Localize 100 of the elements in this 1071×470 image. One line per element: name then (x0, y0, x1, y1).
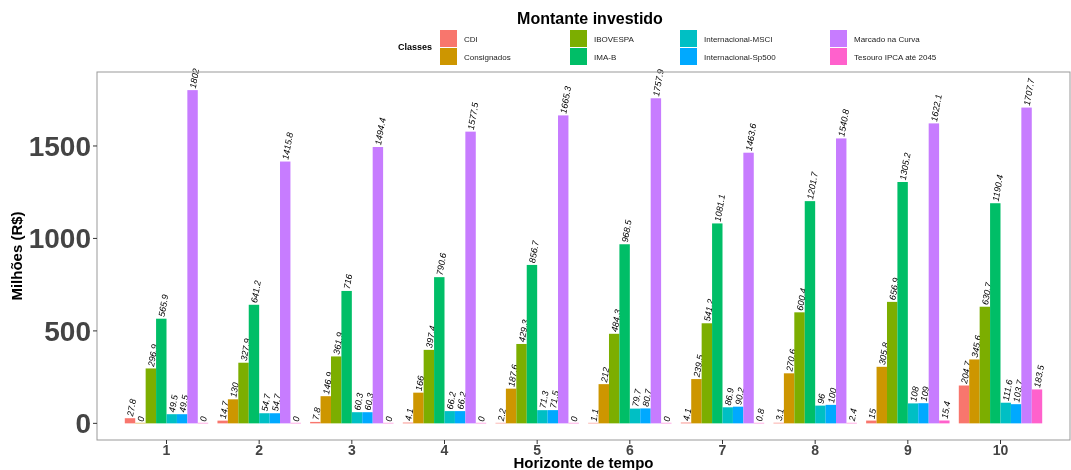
bar (124, 418, 136, 424)
bar (825, 404, 837, 424)
data-label: 183.5 (1032, 363, 1047, 389)
data-label: 4.1 (403, 407, 416, 422)
bar (320, 396, 331, 424)
bar (701, 323, 713, 424)
bar (454, 411, 466, 424)
bar (187, 90, 198, 424)
bar (1000, 402, 1011, 424)
data-label: 0 (568, 415, 580, 423)
data-label: 2.2 (495, 407, 508, 423)
x-tick-label: 7 (718, 442, 727, 458)
data-label: 656.9 (887, 276, 902, 301)
legend-label: Consignados (464, 53, 511, 62)
bar (969, 359, 980, 424)
data-label: 790.6 (434, 252, 449, 277)
data-label: 100 (826, 387, 839, 404)
bar (928, 123, 940, 424)
bar (145, 368, 157, 424)
data-label: 15.4 (939, 400, 953, 420)
bar (330, 356, 342, 424)
data-label: 86.9 (722, 387, 736, 407)
data-label: 1494.4 (373, 117, 388, 146)
legend-label: Tesouro IPCA até 2045 (854, 53, 937, 62)
x-tick-label: 4 (440, 442, 449, 458)
data-label: 1665.3 (558, 85, 574, 115)
data-label: 15 (866, 406, 879, 420)
legend-label: Internacional-MSCI (704, 35, 773, 44)
bar (227, 399, 239, 424)
x-tick-label: 2 (255, 442, 264, 458)
bar (423, 349, 435, 424)
data-label: 2.4 (846, 407, 859, 423)
data-label: 484.3 (609, 308, 624, 333)
bar (413, 392, 424, 424)
data-label: 71.3 (537, 390, 551, 410)
data-label: 0 (476, 415, 487, 423)
bar (897, 181, 908, 424)
bar (722, 407, 733, 424)
data-label: 296.9 (145, 343, 160, 369)
x-tick-label: 8 (811, 442, 820, 458)
data-label: 541.2 (702, 298, 716, 323)
data-label: 71.5 (548, 389, 562, 410)
data-label: 212 (598, 366, 612, 385)
legend-label: Marcado na Curva (854, 35, 921, 44)
bar (958, 385, 970, 424)
data-label: 345.6 (969, 334, 984, 359)
bar (505, 388, 517, 424)
bar (1031, 389, 1043, 424)
data-label: 1577.5 (465, 100, 481, 131)
x-tick-label: 9 (903, 442, 912, 458)
data-label: 1.1 (588, 407, 601, 423)
bar (783, 373, 795, 424)
data-label: 1415.8 (280, 131, 296, 161)
x-tick-label: 1 (162, 442, 171, 458)
data-label: 856.7 (527, 238, 542, 264)
bar (558, 115, 569, 424)
data-label: 109 (918, 385, 932, 403)
legend-title: Classes (397, 42, 432, 52)
x-tick-label: 10 (992, 442, 1009, 458)
bar (444, 411, 455, 424)
data-label: 1757.9 (651, 68, 666, 98)
bar (979, 306, 991, 424)
x-tick-label: 5 (533, 442, 542, 458)
bar (341, 290, 352, 424)
data-label: 1707.7 (1021, 76, 1037, 107)
bar (1021, 107, 1032, 424)
bar (434, 277, 445, 424)
data-label: 1190.4 (990, 173, 1006, 203)
y-tick-label: 1500 (28, 130, 91, 162)
data-label: 204.7 (959, 359, 974, 386)
data-label: 0 (198, 415, 209, 423)
data-label: 49.5 (177, 393, 191, 414)
bar (886, 301, 898, 424)
bar (629, 408, 641, 424)
bar (836, 138, 847, 424)
legend-label: IBOVESPA (594, 35, 635, 44)
data-label: 641.2 (249, 279, 263, 304)
data-label: 3.1 (773, 407, 786, 422)
bar (547, 410, 559, 424)
bar (640, 408, 651, 424)
data-label: 66.2 (455, 391, 469, 411)
data-label: 630.7 (980, 280, 995, 306)
bar (351, 412, 363, 424)
bar (876, 366, 887, 424)
x-tick-label: 6 (625, 442, 634, 458)
legend-label: Internacional-Sp500 (704, 53, 777, 62)
bar (650, 98, 662, 424)
y-axis-title: Milhões (R$) (8, 211, 25, 301)
data-label: 66.2 (444, 391, 458, 411)
bar (598, 384, 609, 424)
bar (362, 412, 373, 424)
bar (804, 201, 816, 424)
bar (372, 147, 384, 424)
bar (156, 318, 167, 424)
data-label: 716 (341, 273, 355, 290)
y-tick-label: 500 (44, 315, 91, 347)
data-label: 108 (908, 385, 921, 403)
data-label: 1622.1 (929, 93, 944, 123)
data-label: 565.9 (156, 293, 171, 318)
bar (537, 410, 548, 424)
